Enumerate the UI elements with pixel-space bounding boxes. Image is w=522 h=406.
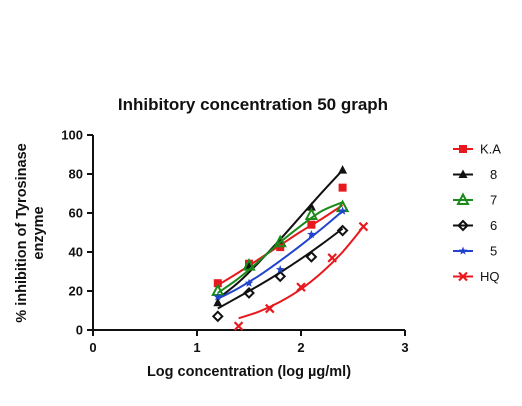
y-tick-label: 0 [76,323,83,338]
x-tick-label: 2 [297,340,304,355]
data-point [273,234,287,248]
series-line [217,210,344,300]
data-point [307,229,316,239]
y-axis-label-line-2: enzyme [31,206,47,259]
legend-label: K.A [480,142,501,157]
legend-item: 7 [453,192,497,208]
legend-label: 7 [490,193,497,208]
series-line [238,226,365,320]
data-point [265,303,275,314]
data-point [233,321,244,331]
legend-marker [457,219,469,232]
legend-label: 6 [490,218,497,233]
data-point [327,253,337,263]
data-point [307,220,316,229]
data-point [213,279,222,288]
data-point [211,310,224,323]
axes: 0 20 40 60 80 100 0 1 2 3 [61,128,408,356]
legend-marker [458,271,468,282]
data-point [305,250,318,263]
y-tick-label: 80 [69,167,83,182]
series-HQ [233,221,369,331]
legend-label: HQ [480,269,500,284]
x-tick-label: 0 [89,340,96,355]
series-5 [213,206,347,301]
y-tick-label: 100 [61,128,83,143]
legend: K.A 8 7 6 5 HQ [453,142,501,284]
x-tick-label: 3 [401,340,408,355]
data-point [213,292,223,301]
legend-marker [458,169,468,178]
legend-item: 8 [453,167,497,182]
series-layer [211,165,369,331]
y-tick-label: 40 [69,245,83,260]
x-tick-label: 1 [193,340,200,355]
legend-marker [459,145,467,153]
data-point [242,258,256,271]
legend-label: 8 [490,167,497,182]
data-point [213,297,223,307]
chart-title: Inhibitory concentration 50 graph [118,95,388,114]
y-axis-label-line-1: % inhibition of Tyrosinase [14,143,30,322]
data-point [274,270,287,283]
data-point [243,287,255,299]
data-point [304,207,319,220]
data-point [338,183,347,192]
data-point [338,165,348,174]
data-point [306,202,316,211]
data-point [336,224,349,237]
x-axis-label: Log concentration (log µg/ml) [147,364,351,380]
legend-item: HQ [453,269,500,284]
series-line [217,201,343,294]
data-point [358,221,369,232]
data-point [244,278,254,287]
legend-label: 5 [490,244,497,259]
legend-item: K.A [453,142,501,157]
data-point [296,282,306,292]
y-tick-label: 20 [69,284,83,299]
legend-marker [456,192,470,205]
data-point [338,206,347,215]
y-axis-label: % inhibition of Tyrosinase enzyme [14,143,47,322]
series-6 [211,224,349,323]
y-tick-label: 60 [69,206,83,221]
legend-item: 5 [453,244,497,259]
data-point [275,265,285,274]
legend-marker [458,246,468,255]
legend-item: 6 [453,218,497,233]
